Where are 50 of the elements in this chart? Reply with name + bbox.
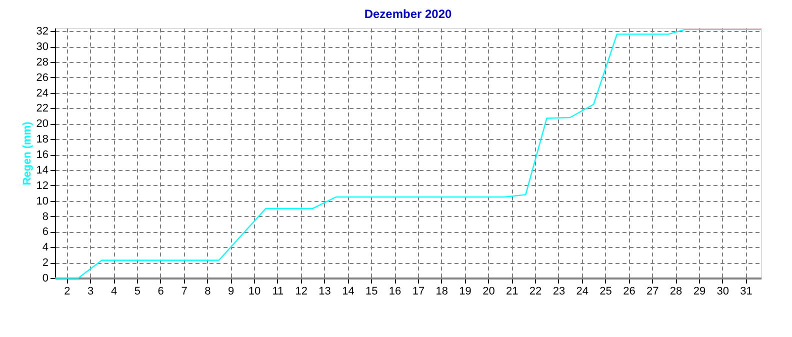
x-tick-label: 24 [576,286,588,298]
y-axis-title: Regen (mm) [21,121,34,186]
x-tick-label: 18 [436,286,448,298]
x-tick-label: 9 [228,286,234,298]
y-tick-label: 6 [42,226,48,238]
x-tick-label: 19 [459,286,472,298]
y-tick-label: 16 [36,149,48,162]
y-tick-label: 2 [42,257,48,270]
line-series [54,28,762,279]
x-tick-label: 2 [64,286,70,298]
x-tick-label: 21 [506,286,518,298]
x-tick-label: 8 [204,286,211,298]
x-tick-label: 5 [134,286,141,298]
y-tick-label: 28 [36,56,48,68]
x-tick-label: 25 [600,286,612,298]
x-tick-label: 4 [110,286,118,298]
y-tick-label: 14 [36,164,48,176]
x-tick-label: 30 [716,286,729,298]
y-tick-label: 22 [36,102,48,115]
x-tick-label: 17 [412,286,425,298]
x-tick-label: 14 [342,286,354,298]
y-tick-label: 4 [42,242,48,254]
y-tick-label: 0 [42,272,48,284]
x-tick-label: 10 [248,286,261,298]
x-tick-label: 28 [670,286,682,298]
y-tick-label: 18 [36,134,48,146]
y-tick-label: 8 [42,210,48,223]
y-tick-label: 26 [36,72,48,84]
x-tick-label: 29 [693,286,706,298]
x-tick-label: 23 [552,286,566,298]
y-tick-label: 20 [36,118,48,130]
x-tick-label: 7 [181,286,188,298]
x-tick-label: 16 [388,286,402,298]
y-tick-label: 10 [36,195,48,208]
y-tick-label: 30 [36,41,48,54]
x-tick-label: 31 [740,286,752,298]
x-tick-label: 20 [482,286,495,298]
x-tick-label: 22 [529,286,542,298]
y-tick-label: 12 [36,180,48,192]
chart-title: Dezember 2020 [364,7,452,22]
x-tick-label: 6 [158,286,164,298]
x-tick-label: 15 [365,286,378,298]
x-tick-label: 11 [272,286,284,298]
x-tick-label: 27 [646,286,659,298]
x-tick-label: 3 [88,286,94,298]
y-tick-label: 32 [36,26,48,38]
x-tick-label: 13 [318,286,331,298]
y-tick-label: 24 [36,87,48,100]
x-tick-label: 26 [623,286,636,298]
x-tick-label: 12 [295,286,308,298]
